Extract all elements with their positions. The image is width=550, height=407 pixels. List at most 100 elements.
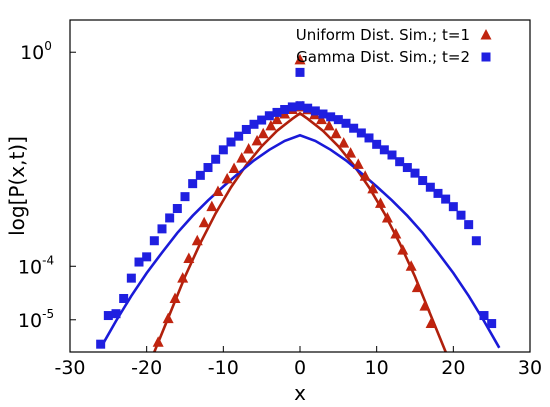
square-marker: [356, 128, 366, 138]
triangle-marker: [411, 281, 423, 293]
square-marker: [481, 52, 491, 62]
square-marker: [364, 133, 374, 143]
triangle-marker: [419, 300, 431, 311]
triangle-marker: [169, 292, 181, 303]
triangle-marker: [198, 216, 210, 228]
triangle-marker: [162, 312, 174, 324]
triangle-marker: [425, 317, 437, 329]
legend-label-gamma: Gamma Dist. Sim.; t=2: [296, 48, 470, 66]
triangle-marker: [480, 29, 492, 40]
square-marker: [103, 311, 113, 321]
square-marker: [448, 202, 458, 212]
legend: Uniform Dist. Sim.; t=1 Gamma Dist. Sim.…: [296, 26, 492, 66]
triangle-marker: [265, 119, 277, 131]
square-marker: [433, 188, 443, 198]
triangle-marker: [375, 197, 386, 208]
square-marker: [310, 106, 320, 116]
triangle-marker: [251, 134, 263, 146]
square-marker: [257, 115, 267, 125]
triangle-marker: [345, 147, 357, 158]
y-tick-label: 100: [20, 39, 52, 64]
square-marker: [410, 168, 420, 178]
fit-curve: [153, 111, 447, 353]
square-marker: [402, 163, 412, 173]
square-marker: [303, 103, 313, 113]
square-marker: [456, 210, 466, 220]
square-marker: [157, 224, 167, 234]
square-marker: [249, 119, 259, 129]
square-marker: [333, 115, 343, 125]
square-marker: [326, 112, 336, 122]
square-marker: [188, 179, 198, 189]
square-marker: [341, 118, 351, 128]
square-marker: [111, 309, 121, 319]
square-marker: [126, 273, 136, 283]
square-marker: [372, 139, 382, 149]
square-marker: [272, 107, 282, 117]
triangle-marker: [397, 244, 409, 255]
square-marker: [218, 145, 228, 155]
square-marker: [134, 257, 144, 267]
triangle-marker: [191, 234, 203, 246]
data-markers: [96, 53, 497, 349]
triangle-marker: [221, 172, 233, 184]
x-tick-label: 10: [365, 357, 389, 379]
square-marker: [241, 124, 251, 134]
square-marker: [425, 182, 435, 192]
triangle-marker: [338, 137, 350, 148]
x-tick-label: 20: [441, 357, 465, 379]
triangle-marker: [212, 185, 224, 196]
square-marker: [211, 154, 221, 164]
square-marker: [226, 137, 236, 147]
y-axis-ticks: 100 10-4 10-5: [18, 39, 76, 332]
square-marker: [318, 109, 328, 119]
square-marker: [295, 67, 305, 77]
square-marker: [441, 194, 451, 204]
triangle-marker: [323, 119, 335, 131]
triangle-marker: [315, 113, 327, 125]
fit-curve: [99, 133, 501, 349]
x-axis-ticks: -30 -20 -10 0 10 20 30: [54, 346, 542, 379]
square-marker: [172, 204, 182, 214]
triangle-marker: [177, 272, 189, 283]
triangle-marker: [257, 127, 269, 139]
triangle-marker: [390, 228, 402, 239]
triangle-marker: [152, 336, 164, 347]
square-marker: [96, 339, 106, 349]
triangle-marker: [206, 200, 218, 212]
triangle-marker: [405, 260, 417, 271]
triangle-marker: [236, 152, 248, 163]
triangle-marker: [271, 113, 283, 125]
square-marker: [264, 111, 274, 121]
square-marker: [464, 220, 474, 230]
x-tick-label: 0: [294, 357, 306, 379]
triangle-marker: [183, 252, 195, 263]
square-marker: [295, 101, 305, 111]
square-marker: [487, 319, 497, 329]
triangle-marker: [359, 170, 371, 181]
square-marker: [165, 213, 175, 223]
square-marker: [418, 176, 428, 186]
square-marker: [387, 150, 397, 160]
square-marker: [280, 105, 290, 115]
x-tick-label: 30: [518, 357, 542, 379]
triangle-marker: [352, 158, 364, 169]
y-tick-label: 10-5: [18, 307, 54, 332]
square-marker: [471, 236, 481, 246]
y-axis-label: log[P(x,t)]: [5, 136, 29, 236]
triangle-marker: [381, 211, 393, 223]
legend-label-uniform: Uniform Dist. Sim.; t=1: [296, 26, 470, 44]
x-tick-label: -20: [131, 357, 162, 379]
x-tick-label: -30: [54, 357, 85, 379]
square-marker: [479, 311, 489, 321]
square-marker: [349, 123, 359, 133]
square-marker: [287, 102, 297, 112]
square-marker: [234, 131, 244, 141]
square-marker: [180, 192, 190, 202]
square-marker: [195, 170, 205, 180]
square-marker: [119, 293, 129, 303]
triangle-marker: [228, 162, 240, 174]
x-axis-label: x: [294, 381, 306, 405]
triangle-marker: [367, 182, 379, 194]
